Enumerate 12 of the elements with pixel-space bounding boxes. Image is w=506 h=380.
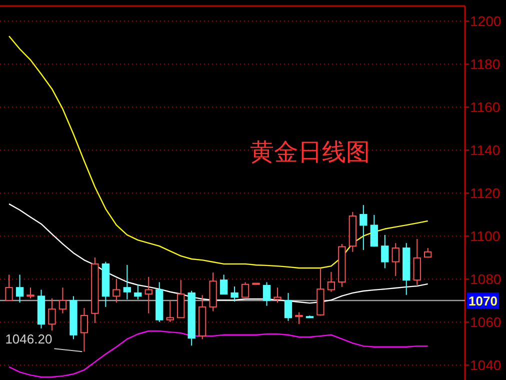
ytick: 1040 [470,356,502,373]
annotation: 1046.20 [5,332,52,347]
ytick: 1180 [470,56,500,72]
ytick: 1100 [470,228,500,244]
ytick: 1140 [470,142,500,158]
ref-label: 1070 [468,293,498,308]
ytick: 1120 [470,185,500,201]
ytick: 1200 [470,13,502,30]
ytick: 1080 [470,270,502,287]
title: 黄金日线图 [250,138,370,166]
ytick: 1160 [470,99,500,116]
ytick: 1060 [470,314,502,330]
